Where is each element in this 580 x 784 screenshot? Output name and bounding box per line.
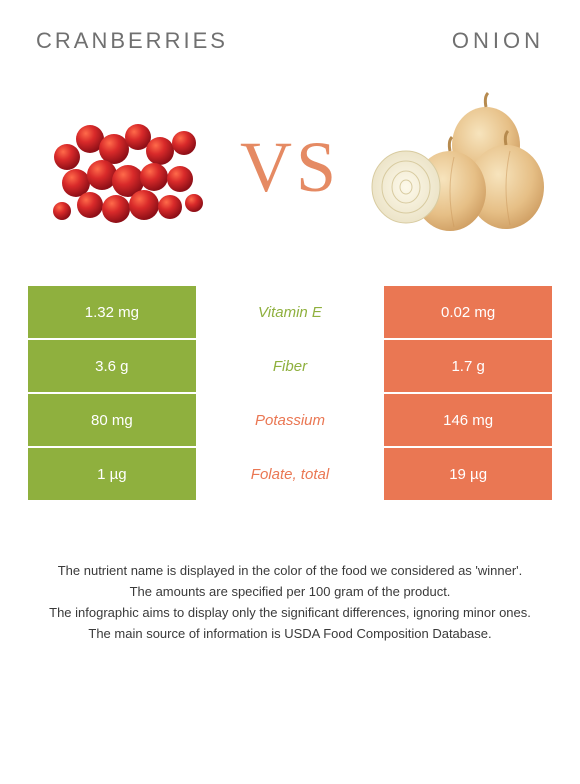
footnote-line: The main source of information is USDA F… [32,625,548,644]
footnotes: The nutrient name is displayed in the co… [28,562,552,643]
infographic-container: CRANBERRIES ONION [0,0,580,784]
left-food-title: CRANBERRIES [36,28,228,54]
left-value: 3.6 g [28,340,196,392]
left-value: 1.32 mg [28,286,196,338]
right-value: 19 µg [384,448,552,500]
right-value: 146 mg [384,394,552,446]
nutrient-label: Potassium [196,394,385,446]
nutrient-label: Folate, total [196,448,385,500]
table-row: 1 µg Folate, total 19 µg [28,448,552,502]
footnote-line: The infographic aims to display only the… [32,604,548,623]
right-value: 0.02 mg [384,286,552,338]
left-value: 80 mg [28,394,196,446]
onions-image [358,87,548,247]
nutrient-table: 1.32 mg Vitamin E 0.02 mg 3.6 g Fiber 1.… [28,286,552,502]
table-row: 1.32 mg Vitamin E 0.02 mg [28,286,552,340]
footnote-line: The amounts are specified per 100 gram o… [32,583,548,602]
table-row: 80 mg Potassium 146 mg [28,394,552,448]
left-value: 1 µg [28,448,196,500]
table-row: 3.6 g Fiber 1.7 g [28,340,552,394]
vs-label: VS [230,126,350,209]
nutrient-label: Fiber [196,340,385,392]
footnote-line: The nutrient name is displayed in the co… [32,562,548,581]
cranberries-image [32,87,222,247]
right-food-title: ONION [452,28,544,54]
nutrient-label: Vitamin E [196,286,385,338]
header: CRANBERRIES ONION [28,28,552,54]
hero-row: VS [28,82,552,252]
right-value: 1.7 g [384,340,552,392]
